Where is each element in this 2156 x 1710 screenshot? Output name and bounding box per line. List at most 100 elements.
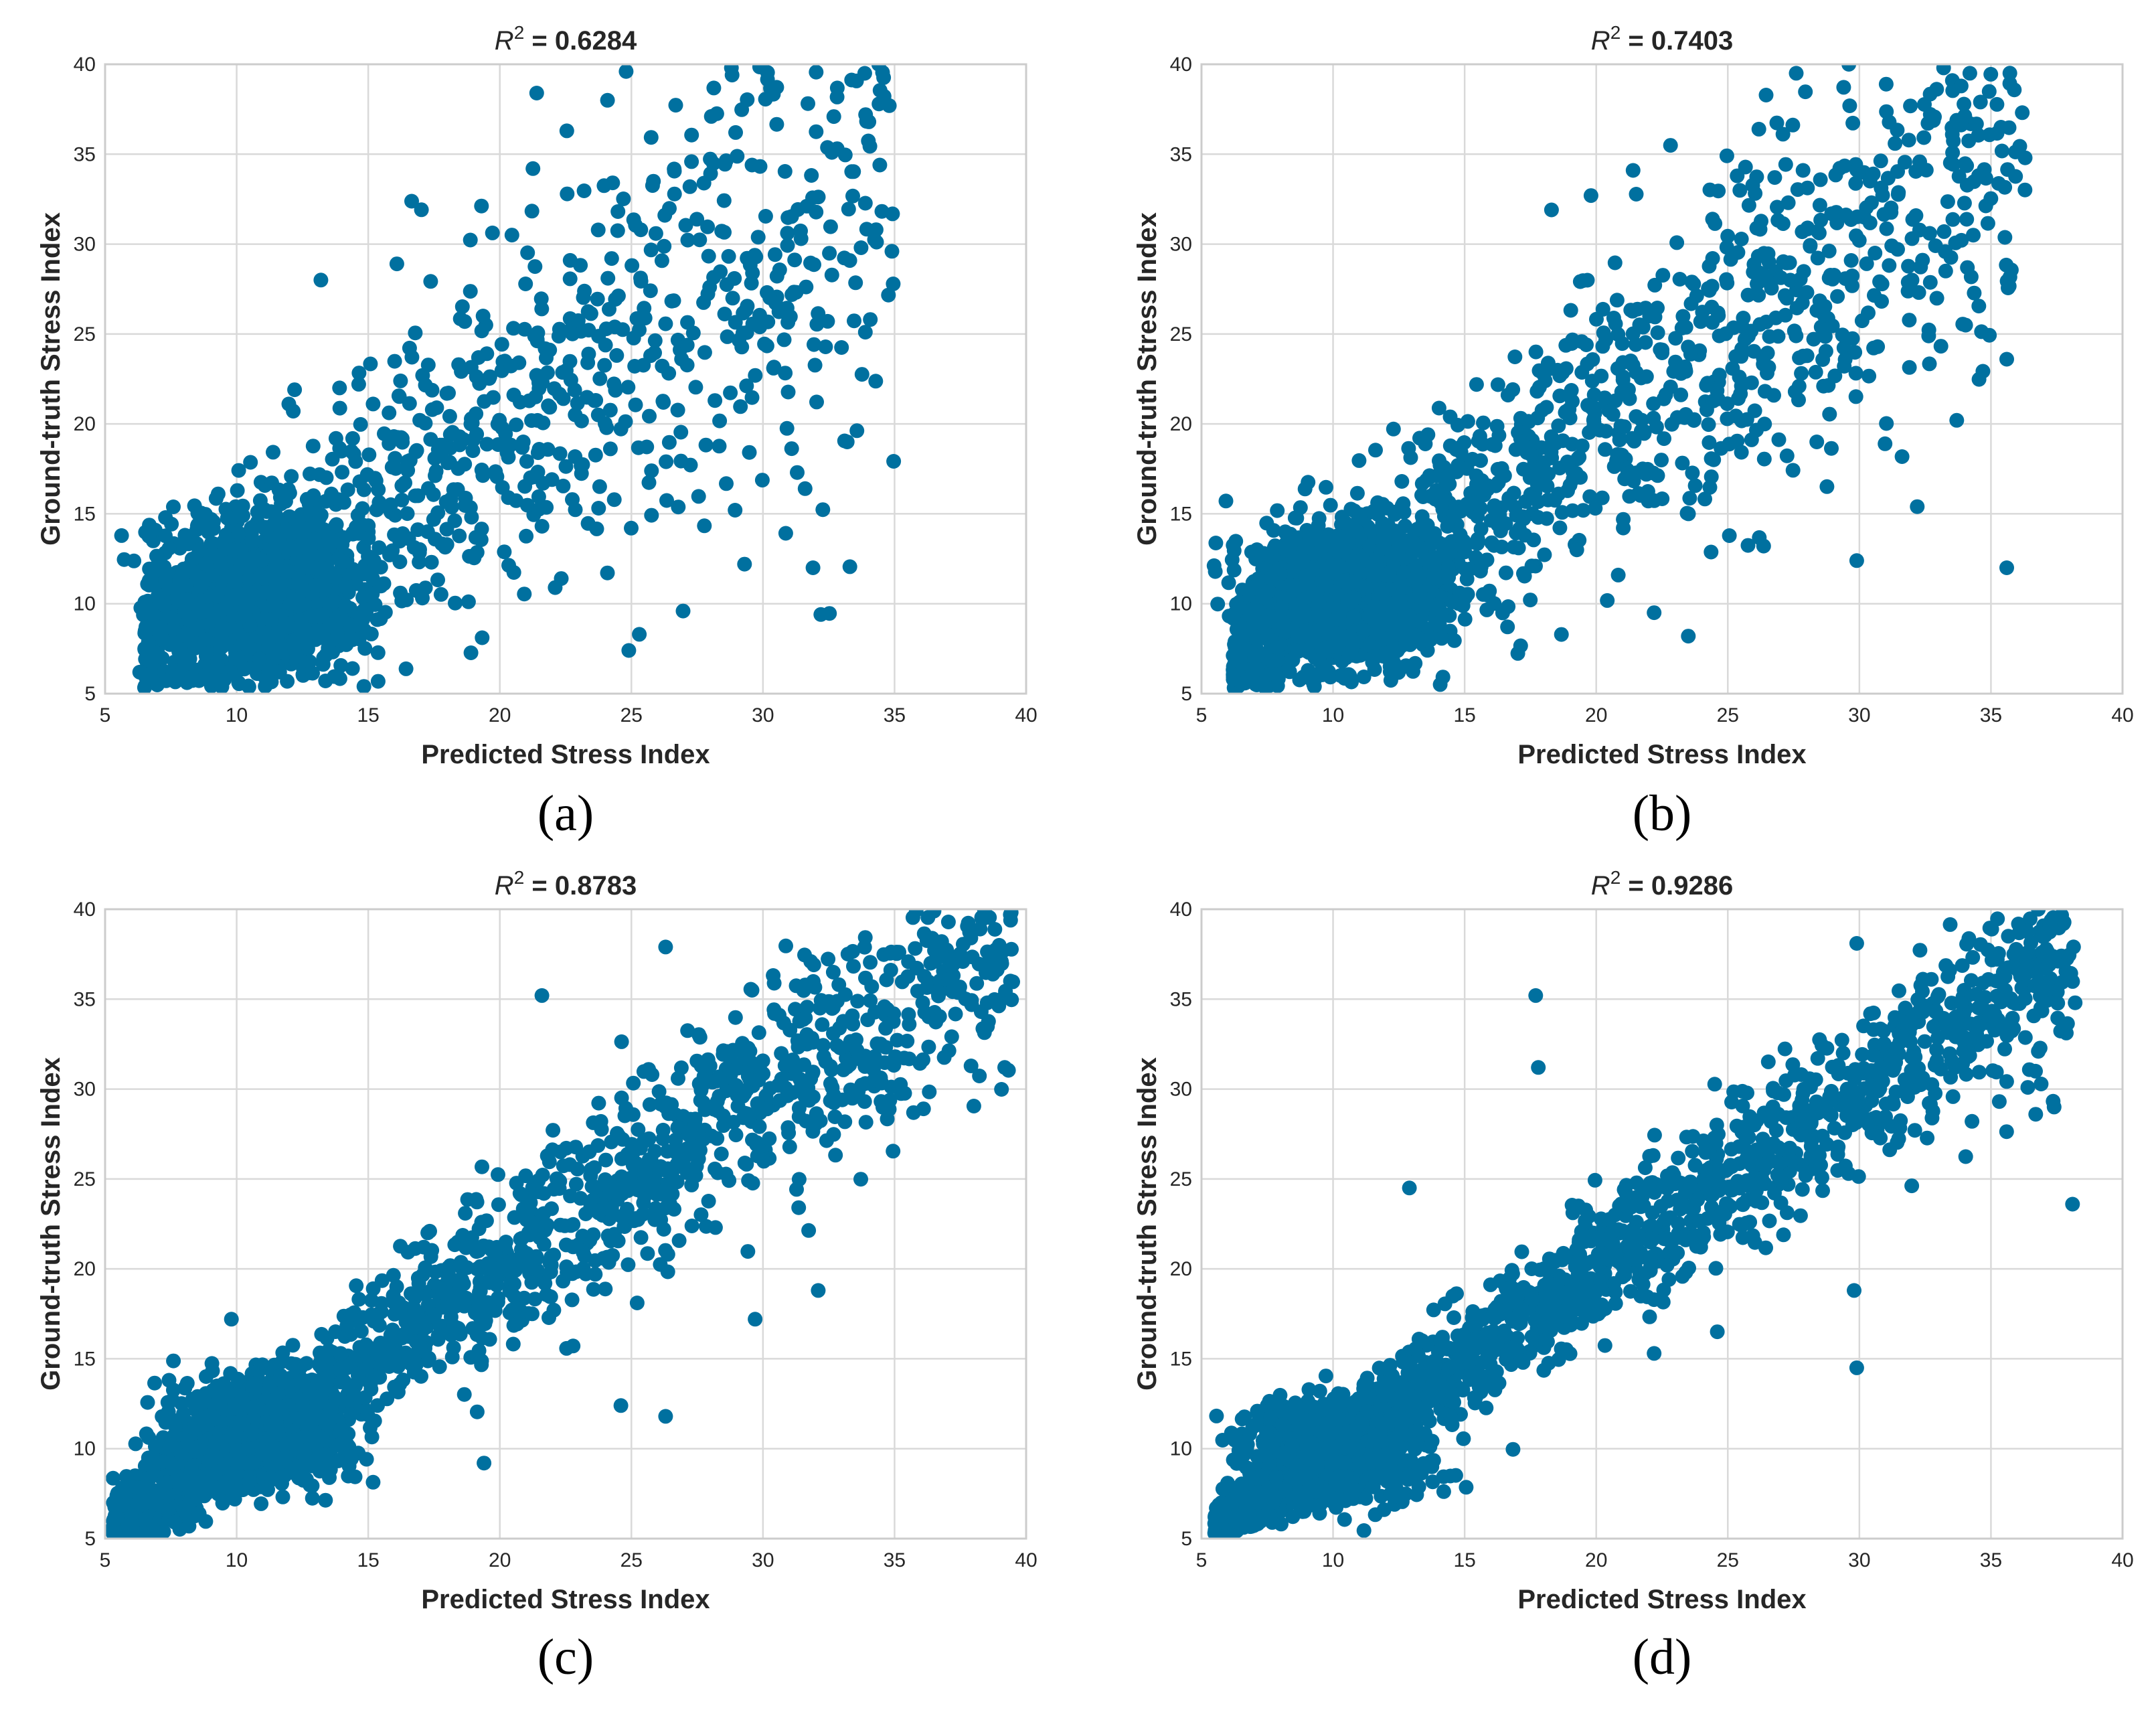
scatter-point (1720, 276, 1734, 291)
scatter-point (605, 175, 620, 190)
scatter-point (1842, 98, 1857, 113)
scatter-point (1778, 288, 1793, 303)
scatter-point (1381, 631, 1396, 646)
scatter-point (1753, 222, 1768, 237)
scatter-point (1934, 339, 1948, 354)
scatter-point (667, 164, 682, 179)
scatter-point (319, 470, 334, 485)
scatter-point (1902, 360, 1917, 375)
scatter-point (1972, 372, 1987, 387)
scatter-point (733, 399, 748, 414)
scatter-point (1882, 258, 1896, 273)
scatter-point (726, 291, 740, 305)
y-tick-label: 10 (74, 593, 96, 615)
scatter-point (1250, 542, 1264, 557)
scatter-point (599, 321, 614, 336)
scatter-point (325, 452, 340, 467)
scatter-point (728, 315, 743, 329)
scatter-point (610, 224, 625, 238)
scatter-point (2018, 151, 2033, 165)
scatter-point (1418, 437, 1432, 451)
scatter-point (882, 98, 897, 113)
scatter-point (393, 374, 408, 388)
scatter-point (209, 491, 224, 506)
scatter-point (1500, 619, 1515, 634)
scatter-point (1337, 574, 1351, 589)
scatter-point (332, 380, 347, 395)
scatter-point (517, 587, 531, 601)
scatter-point (163, 637, 177, 652)
scatter-point (886, 277, 900, 291)
scatter-point (840, 435, 855, 449)
scatter-point (307, 560, 322, 575)
scatter-point (1744, 433, 1759, 447)
scatter-point (592, 479, 607, 494)
scatter-point (1829, 205, 1843, 220)
scatter-point (1945, 145, 1960, 160)
scatter-point (357, 679, 371, 694)
scatter-point (1539, 400, 1554, 414)
scatter-point (1767, 170, 1782, 185)
scatter-point (1697, 491, 1712, 506)
scatter-point (1271, 672, 1286, 686)
scatter-point (1954, 78, 1969, 93)
scatter-point (700, 220, 715, 234)
scatter-point (1720, 149, 1734, 163)
scatter-point (242, 572, 256, 587)
scatter-point (1287, 583, 1301, 598)
scatter-point (495, 337, 509, 352)
scatter-point (1682, 491, 1697, 506)
scatter-point (809, 317, 824, 331)
scatter-point (1501, 599, 1515, 614)
scatter-point (2000, 274, 2015, 289)
scatter-point (1413, 585, 1428, 599)
scatter-point (766, 360, 781, 374)
scatter-point (1791, 392, 1806, 407)
scatter-point (855, 367, 869, 382)
scatter-point (1759, 88, 1774, 102)
y-tick-label: 40 (74, 54, 96, 76)
scatter-point (426, 487, 441, 502)
scatter-point (463, 284, 478, 299)
scatter-point (563, 271, 578, 286)
scatter-point (1718, 326, 1733, 341)
scatter-point (1616, 355, 1631, 370)
scatter-point (784, 209, 799, 224)
scatter-point (669, 98, 683, 112)
scatter-point (444, 499, 459, 514)
scatter-point (1584, 188, 1598, 203)
scatter-point (861, 134, 876, 149)
scatter-point (1722, 528, 1737, 543)
y-tick-label: 40 (1170, 54, 1192, 76)
scatter-point (176, 562, 191, 576)
scatter-point (1967, 286, 1981, 301)
scatter-point (625, 258, 639, 273)
scatter-point (1507, 486, 1521, 501)
scatter-point (1959, 212, 1974, 227)
scatter-point (1351, 453, 1366, 468)
scatter-point (1655, 268, 1670, 283)
scatter-point (466, 443, 481, 458)
scatter-point (712, 439, 727, 453)
scatter-point (1789, 66, 1804, 80)
scatter-point (1714, 441, 1728, 456)
scatter-point (1521, 414, 1536, 429)
scatter-point (1406, 546, 1420, 560)
scatter-point (801, 96, 815, 111)
scatter-point (217, 672, 232, 687)
scatter-point (307, 516, 321, 531)
scatter-point (590, 292, 605, 307)
scatter-point (1700, 376, 1715, 390)
scatter-point (503, 438, 518, 453)
scatter-point (1923, 275, 1938, 290)
scatter-point (1849, 389, 1863, 404)
scatter-point (873, 83, 888, 98)
scatter-point (345, 662, 360, 676)
scatter-point (142, 518, 157, 532)
scatter-point (662, 435, 677, 450)
scatter-point (1798, 84, 1813, 99)
scatter-point (646, 174, 661, 189)
scatter-point (338, 599, 353, 613)
scatter-point (1323, 498, 1338, 513)
